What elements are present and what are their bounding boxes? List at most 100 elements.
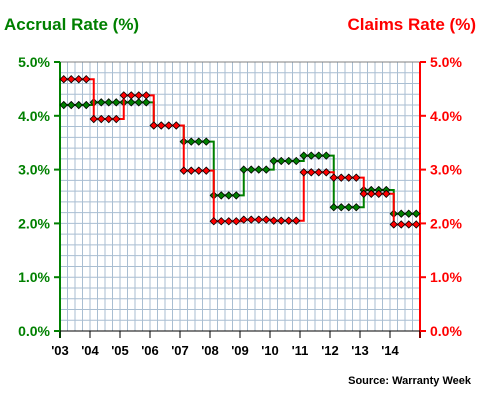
point-claims bbox=[134, 91, 143, 100]
point-accrual bbox=[307, 151, 316, 160]
point-accrual bbox=[254, 165, 263, 174]
point-claims bbox=[352, 173, 361, 182]
point-claims bbox=[202, 166, 211, 175]
point-accrual bbox=[277, 156, 286, 166]
point-claims bbox=[307, 168, 316, 177]
x-tick-labels: '03 '04 '05 '06 '07 '08 '09 '10 '11 '12 '13 '14 bbox=[51, 343, 399, 358]
point-claims bbox=[194, 166, 203, 175]
point-accrual bbox=[269, 156, 278, 166]
point-claims bbox=[157, 121, 166, 130]
point-claims bbox=[67, 75, 76, 84]
x-tick-label: '13 bbox=[351, 343, 369, 358]
point-claims bbox=[112, 114, 121, 124]
point-claims bbox=[59, 75, 68, 84]
point-claims bbox=[404, 220, 413, 229]
point-claims bbox=[119, 91, 128, 100]
left-tick-label: 2.0% bbox=[18, 215, 50, 231]
point-accrual bbox=[142, 98, 151, 107]
point-claims bbox=[232, 217, 241, 226]
x-tick-label: '12 bbox=[321, 343, 339, 358]
point-claims bbox=[239, 215, 248, 224]
point-claims bbox=[217, 217, 226, 226]
x-tick-label: '05 bbox=[111, 343, 129, 358]
point-accrual bbox=[194, 137, 203, 146]
point-accrual bbox=[412, 209, 421, 218]
right-tick-label: 0.0% bbox=[430, 323, 462, 339]
point-accrual bbox=[134, 98, 143, 107]
point-accrual bbox=[299, 151, 308, 160]
point-claims bbox=[344, 173, 353, 182]
point-claims bbox=[254, 215, 263, 224]
point-accrual bbox=[74, 100, 83, 110]
point-claims bbox=[104, 114, 113, 124]
point-claims bbox=[247, 215, 256, 224]
point-accrual bbox=[232, 191, 241, 200]
point-accrual bbox=[59, 100, 68, 110]
point-claims bbox=[374, 189, 383, 198]
point-claims bbox=[367, 189, 376, 198]
point-claims bbox=[359, 189, 368, 198]
point-claims bbox=[127, 91, 136, 100]
point-claims bbox=[164, 121, 173, 130]
point-accrual bbox=[104, 98, 113, 107]
point-accrual bbox=[337, 203, 346, 212]
right-tick-label: 3.0% bbox=[430, 162, 462, 178]
point-accrual bbox=[322, 151, 331, 160]
point-accrual bbox=[67, 100, 76, 110]
x-tick-label: '07 bbox=[171, 343, 189, 358]
point-claims bbox=[337, 173, 346, 182]
left-axis-title: Accrual Rate (%) bbox=[4, 15, 139, 34]
point-claims bbox=[329, 173, 338, 182]
point-accrual bbox=[284, 156, 293, 166]
point-accrual bbox=[82, 100, 91, 110]
point-accrual bbox=[404, 209, 413, 218]
point-claims bbox=[179, 166, 188, 175]
point-claims bbox=[224, 217, 233, 226]
right-tick-label: 1.0% bbox=[430, 269, 462, 285]
point-claims bbox=[209, 217, 218, 226]
source-note: Source: Warranty Week bbox=[348, 375, 472, 387]
point-accrual bbox=[329, 203, 338, 212]
data-series bbox=[59, 75, 421, 229]
point-claims bbox=[97, 114, 106, 124]
point-claims bbox=[187, 166, 196, 175]
left-tick-label: 1.0% bbox=[18, 269, 50, 285]
point-accrual bbox=[202, 137, 211, 146]
plot-grid bbox=[59, 61, 421, 332]
point-claims bbox=[322, 168, 331, 177]
point-accrual bbox=[97, 98, 106, 107]
point-claims bbox=[89, 114, 98, 124]
x-tick-label: '06 bbox=[141, 343, 159, 358]
left-tick-label: 5.0% bbox=[18, 54, 50, 70]
point-claims bbox=[142, 91, 151, 100]
point-claims bbox=[412, 220, 421, 229]
point-accrual bbox=[262, 165, 271, 174]
right-axis-title: Claims Rate (%) bbox=[348, 15, 476, 34]
left-tick-label: 0.0% bbox=[18, 323, 50, 339]
point-accrual bbox=[112, 98, 121, 107]
point-claims bbox=[389, 220, 398, 229]
x-tick-label: '03 bbox=[51, 343, 69, 358]
point-accrual bbox=[397, 209, 406, 218]
point-accrual bbox=[344, 203, 353, 212]
right-tick-labels: 0.0% 1.0% 2.0% 3.0% 4.0% 5.0% bbox=[420, 54, 462, 339]
x-tick-label: '09 bbox=[231, 343, 249, 358]
point-claims bbox=[262, 215, 271, 224]
plot-axes bbox=[59, 62, 421, 338]
point-claims bbox=[314, 168, 323, 177]
left-tick-label: 4.0% bbox=[18, 108, 50, 124]
x-tick-label: '08 bbox=[201, 343, 219, 358]
right-tick-label: 2.0% bbox=[430, 215, 462, 231]
point-claims bbox=[382, 189, 391, 198]
point-claims bbox=[299, 168, 308, 177]
x-tick-label: '11 bbox=[292, 343, 309, 358]
left-tick-labels: 0.0% 1.0% 2.0% 3.0% 4.0% 5.0% bbox=[18, 54, 60, 339]
point-accrual bbox=[247, 165, 256, 174]
point-accrual bbox=[239, 165, 248, 174]
x-tick-label: '14 bbox=[381, 343, 399, 358]
point-claims bbox=[149, 121, 158, 130]
point-accrual bbox=[127, 98, 136, 107]
point-claims bbox=[172, 121, 181, 130]
point-claims bbox=[277, 216, 286, 225]
